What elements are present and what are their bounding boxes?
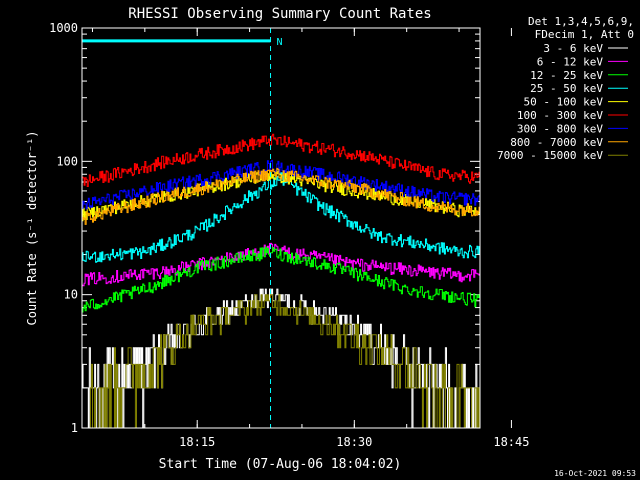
footer-timestamp: 16-Oct-2021 09:53 [554, 469, 636, 478]
series-line [82, 294, 481, 429]
legend-label: 6 - 12 keV [537, 55, 604, 68]
x-tick-label: 18:15 [179, 435, 215, 449]
legend-label: 25 - 50 keV [530, 82, 603, 95]
night-bar-label: N [277, 37, 283, 48]
series-line [82, 159, 481, 210]
y-tick-label: 1 [71, 421, 78, 435]
series-line [82, 172, 481, 263]
y-tick-label: 100 [56, 154, 78, 168]
legend-label: 50 - 100 keV [524, 96, 604, 109]
annotation-layer: N [82, 28, 283, 428]
legend-label: 7000 - 15000 keV [497, 149, 603, 162]
y-axis-label: Count Rate (s⁻¹ detector⁻¹) [25, 130, 39, 325]
legend-label: 12 - 25 keV [530, 69, 603, 82]
series-line [82, 246, 481, 313]
legend-label: 300 - 800 keV [517, 122, 603, 135]
legend-label: 800 - 7000 keV [510, 136, 603, 149]
y-tick-label: 10 [64, 288, 78, 302]
plot-frame [81, 27, 481, 429]
chart-title: RHESSI Observing Summary Count Rates [128, 6, 431, 22]
series-line [82, 167, 481, 225]
series-layer [82, 133, 481, 429]
legend-header-line-2: FDecim 1, Att 0 [535, 28, 634, 41]
legend-label: 3 - 6 keV [543, 42, 603, 55]
x-tick-label: 18:45 [493, 435, 529, 449]
legend-header-line-1: Det 1,3,4,5,6,9, [528, 15, 634, 28]
y-tick-label: 1000 [49, 21, 78, 35]
series-line [82, 133, 481, 187]
x-tick-label: 18:30 [336, 435, 372, 449]
x-axis-label: Start Time (07-Aug-06 18:04:02) [159, 457, 402, 472]
legend-label: 100 - 300 keV [517, 109, 603, 122]
